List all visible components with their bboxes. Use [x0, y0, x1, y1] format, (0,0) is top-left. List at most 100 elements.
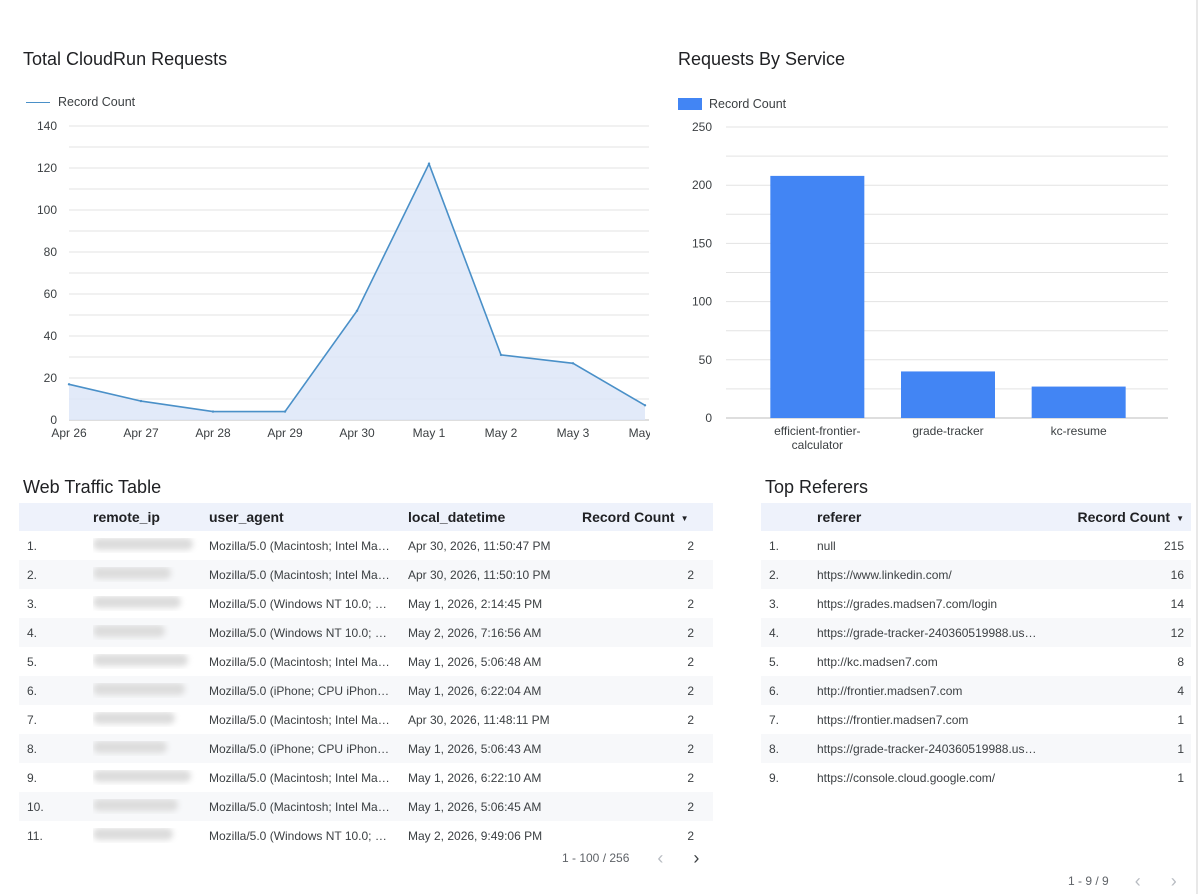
column-header-referer[interactable]: referer	[817, 509, 862, 525]
table-row[interactable]: 2. Mozilla/5.0 (Macintosh; Intel Mac OS X…	[19, 560, 713, 589]
remote-ip-cell	[93, 828, 209, 843]
table-row[interactable]: 4. Mozilla/5.0 (Windows NT 10.0; Win64; x…	[19, 618, 713, 647]
table-row[interactable]: 3. https://grades.madsen7.com/login 14	[761, 589, 1191, 618]
table-row[interactable]: 5. Mozilla/5.0 (Macintosh; Intel Mac OS X…	[19, 647, 713, 676]
legend-label: Record Count	[58, 95, 136, 109]
local-datetime-cell: May 1, 2026, 5:06:48 AM	[408, 654, 542, 669]
remote-ip-cell	[93, 683, 209, 698]
redacted-ip	[93, 828, 173, 840]
traffic-table-body: 1. Mozilla/5.0 (Macintosh; Intel Mac OS X…	[19, 531, 713, 850]
row-number: 4.	[27, 625, 38, 640]
referer-cell: http://kc.madsen7.com	[817, 654, 938, 669]
chevron-left-icon[interactable]: ‹	[1134, 871, 1141, 891]
table-row[interactable]: 10. Mozilla/5.0 (Macintosh; Intel Mac OS …	[19, 792, 713, 821]
x-tick-label: May 3	[557, 426, 590, 440]
record-count-cell: 2	[687, 712, 694, 727]
y-tick-label: 150	[692, 236, 712, 250]
line-chart-legend[interactable]: Record Count	[26, 95, 135, 109]
y-tick-label: 140	[37, 119, 57, 133]
column-header-record-count[interactable]: Record Count ▼	[582, 509, 692, 525]
user-agent-cell: Mozilla/5.0 (Windows NT 10.0; Win64; x64…	[209, 828, 408, 843]
table-row[interactable]: 6. http://frontier.madsen7.com 4	[761, 676, 1191, 705]
record-count-cell: 12	[1170, 625, 1184, 640]
chevron-left-icon[interactable]: ‹	[657, 848, 664, 868]
y-tick-label: 20	[44, 371, 58, 385]
record-count-cell: 1	[1177, 712, 1184, 727]
x-tick-label: Apr 27	[123, 426, 159, 440]
table-header: referer Record Count ▼	[761, 503, 1191, 531]
redacted-ip	[93, 770, 191, 782]
legend-bar-swatch	[678, 98, 702, 110]
x-tick-label: May 2	[485, 426, 518, 440]
user-agent-cell: Mozilla/5.0 (Macintosh; Intel Mac OS X 1…	[209, 654, 408, 669]
remote-ip-cell	[93, 567, 209, 582]
row-number: 2.	[769, 567, 780, 582]
row-number: 9.	[27, 770, 38, 785]
column-header-remote-ip[interactable]: remote_ip	[93, 509, 160, 525]
table-row[interactable]: 9. https://console.cloud.google.com/1	[761, 763, 1191, 792]
bar-chart-title: Requests By Service	[678, 49, 846, 69]
column-header-user-agent[interactable]: user_agent	[209, 509, 284, 525]
row-number: 7.	[769, 712, 780, 727]
data-point	[427, 162, 431, 165]
x-tick-label: efficient-frontier-	[774, 424, 860, 438]
chevron-right-icon[interactable]: ›	[1170, 871, 1177, 891]
x-tick-label: May 1	[413, 426, 446, 440]
table-row[interactable]: 7. https://frontier.madsen7.com 1	[761, 705, 1191, 734]
y-tick-label: 40	[44, 329, 58, 343]
row-number: 10.	[27, 799, 44, 814]
record-count-cell: 2	[687, 799, 694, 814]
y-tick-label: 120	[37, 161, 57, 175]
table-row[interactable]: 11. Mozilla/5.0 (Windows NT 10.0; Win64; …	[19, 821, 713, 850]
table-row[interactable]: 2. https://www.linkedin.com/16	[761, 560, 1191, 589]
table-row[interactable]: 8. https://grade-tracker-240360519988.us-…	[761, 734, 1191, 763]
table-row[interactable]: 3. Mozilla/5.0 (Windows NT 10.0; Win64; x…	[19, 589, 713, 618]
remote-ip-cell	[93, 538, 209, 553]
bar-chart-legend[interactable]: Record Count	[678, 97, 786, 111]
user-agent-cell: Mozilla/5.0 (Macintosh; Intel Mac OS X 1…	[209, 712, 408, 727]
table-row[interactable]: 7. Mozilla/5.0 (Macintosh; Intel Mac OS X…	[19, 705, 713, 734]
row-number: 1.	[769, 538, 780, 553]
remote-ip-cell	[93, 799, 209, 814]
local-datetime-cell: Apr 30, 2026, 11:50:47 PM	[408, 538, 551, 553]
y-tick-label: 60	[44, 287, 58, 301]
x-tick-label: calculator	[792, 438, 843, 452]
record-count-cell: 2	[687, 625, 694, 640]
row-number: 9.	[769, 770, 780, 785]
bar	[770, 175, 865, 418]
table-row[interactable]: 5. http://kc.madsen7.com 8	[761, 647, 1191, 676]
row-number: 5.	[769, 654, 780, 669]
column-header-record-count[interactable]: Record Count ▼	[1057, 509, 1184, 525]
pagination-range: 1 - 9 / 9	[1068, 874, 1109, 888]
referer-cell: https://grade-tracker-240360519988.us-ce…	[817, 625, 1043, 640]
table-row[interactable]: 8. Mozilla/5.0 (iPhone; CPU iPhone OS 17_…	[19, 734, 713, 763]
caret-down-icon[interactable]: ▼	[680, 513, 689, 523]
row-number: 7.	[27, 712, 38, 727]
y-tick-label: 100	[692, 295, 712, 309]
row-number: 8.	[27, 741, 38, 756]
row-number: 3.	[769, 596, 780, 611]
redacted-ip	[93, 712, 175, 724]
referer-cell: https://console.cloud.google.com/	[817, 770, 996, 785]
table-row[interactable]: 1. null 215	[761, 531, 1191, 560]
line-chart[interactable]: 0 20 40 60 80 100 120 140 Apr 26 Apr 27 Apr 28 Apr …	[0, 110, 650, 450]
data-point	[643, 404, 647, 407]
y-tick-label: 0	[705, 411, 712, 425]
record-count-cell: 4	[1177, 683, 1184, 698]
data-point	[499, 353, 503, 357]
table-row[interactable]: 4. https://grade-tracker-240360519988.us-…	[761, 618, 1191, 647]
caret-down-icon[interactable]: ▼	[1176, 513, 1184, 523]
referer-cell: https://grade-tracker-240360519988.us-ce…	[817, 741, 1043, 756]
referer-cell: https://grades.madsen7.com/login	[817, 596, 998, 611]
record-count-cell: 16	[1170, 567, 1184, 582]
table-row[interactable]: 9. Mozilla/5.0 (Macintosh; Intel Mac OS X…	[19, 763, 713, 792]
table-row[interactable]: 1. Mozilla/5.0 (Macintosh; Intel Mac OS X…	[19, 531, 713, 560]
chevron-right-icon[interactable]: ›	[693, 848, 700, 868]
column-header-local-datetime[interactable]: local_datetime	[408, 509, 506, 525]
bar-chart[interactable]: 0 50 100 150 200 250 efficient-frontier-calcul…	[670, 110, 1190, 460]
table-row[interactable]: 6. Mozilla/5.0 (iPhone; CPU iPhone OS 17_…	[19, 676, 713, 705]
remote-ip-cell	[93, 625, 209, 640]
redacted-ip	[93, 799, 178, 811]
remote-ip-cell	[93, 654, 209, 669]
row-number: 4.	[769, 625, 780, 640]
